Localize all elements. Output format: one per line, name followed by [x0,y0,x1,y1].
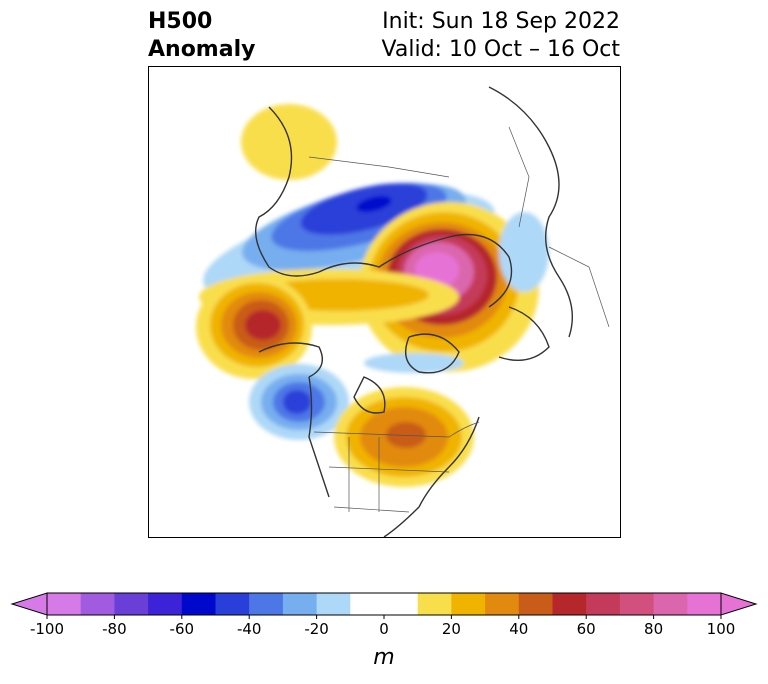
border-russia-1 [508,126,530,228]
colorbar-bin [586,593,621,615]
title-valid-range: Valid: 10 Oct – 16 Oct [381,37,620,62]
colorbar-unit-label: m [373,645,395,670]
colorbar-bin [653,593,688,615]
coastline-north-america-east [383,416,480,537]
plot-title-left: H500 Anomaly [148,8,255,64]
border-states-3 [328,466,450,473]
coastline-arctic-russia [318,233,513,308]
title-field: Anomaly [148,37,256,62]
border-europe-1 [548,246,610,328]
colorbar-extend-high [720,592,758,616]
colorbar-tick-label: 40 [509,620,528,638]
anomaly-neg-pnw-50 [283,390,311,414]
anomaly-neg-asia-60 [356,195,392,213]
anomaly-fills [196,104,549,487]
colorbar-bin [215,593,250,615]
colorbar-tick-label: 60 [577,620,596,638]
colorbar-bin [485,593,520,615]
colorbar-svg: -100 -80 -60 -40 -20 0 20 40 60 80 100 [10,592,758,638]
colorbar-bin [619,593,655,615]
border-us-mexico [333,506,410,513]
border-us-canada [313,421,480,438]
coastline-north-america-west [308,376,330,498]
coastlines [255,86,574,537]
colorbar-bin [249,593,284,615]
political-borders [308,126,610,513]
colorbar-bin [518,593,553,615]
colorbar-tick-label: 0 [379,620,389,638]
title-variable: H500 [148,9,213,34]
coastline-scandinavia [498,306,550,361]
colorbar-tick-label: 100 [707,620,736,638]
coastline-greenland [405,333,460,374]
coastline-europe [488,86,574,338]
colorbar-bin [80,593,115,615]
colorbar-tick-label: -60 [170,620,195,638]
anomaly-neg-canada [364,353,464,373]
colorbar-bin [47,593,82,615]
anomaly-map [148,66,621,538]
anomaly-pos-aleutian-60 [245,310,281,340]
coastline-asia-east [255,106,320,277]
colorbar-bin [552,593,587,615]
border-asia-1 [308,156,450,178]
anomaly-neg-europe [499,212,549,292]
colorbar-bin [114,593,149,615]
plot-title-right: Init: Sun 18 Sep 2022 Valid: 10 Oct – 16… [382,8,620,64]
colorbar-tick-label: -100 [30,620,64,638]
title-init-date: Init: Sun 18 Sep 2022 [382,9,620,34]
colorbar-tick-label: -40 [237,620,262,638]
colorbar-tick-label: 80 [644,620,663,638]
coastline-alaska [258,342,323,378]
colorbar-bin [148,593,183,615]
colorbar-bin [350,593,419,615]
colorbar-tick-label: 20 [442,620,461,638]
colorbar-bin [181,593,216,615]
colorbar-tick-label: -20 [304,620,329,638]
colorbar: -100 -80 -60 -40 -20 0 20 40 60 80 100 [0,585,768,649]
colorbar-bin [451,593,486,615]
anomaly-pos-neus-40 [386,422,426,448]
colorbar-bin [282,593,318,615]
map-canvas [196,86,610,537]
colorbar-bin [417,593,452,615]
colorbar-bin [687,593,722,615]
coastline-hudson-bay [353,376,386,414]
colorbar-tick-label: -80 [102,620,127,638]
colorbar-extend-low [10,592,48,616]
colorbar-bin [316,593,351,615]
